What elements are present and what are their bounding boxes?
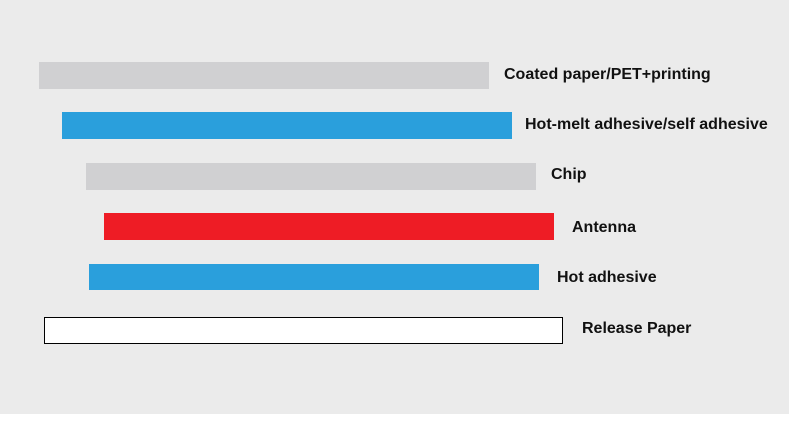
layer-bar — [104, 213, 554, 240]
layer-label: Release Paper — [582, 320, 691, 337]
layer-bar — [86, 163, 536, 190]
layer-label: Chip — [551, 166, 587, 183]
layer-bar — [62, 112, 512, 139]
layer-bar — [39, 62, 489, 89]
layer-label: Antenna — [572, 219, 636, 236]
layer-label: Hot adhesive — [557, 269, 657, 286]
layer-bar — [44, 317, 563, 344]
layer-label: Hot-melt adhesive/self adhesive — [525, 116, 768, 133]
layer-label: Coated paper/PET+printing — [504, 66, 711, 83]
layer-bar — [89, 264, 539, 290]
